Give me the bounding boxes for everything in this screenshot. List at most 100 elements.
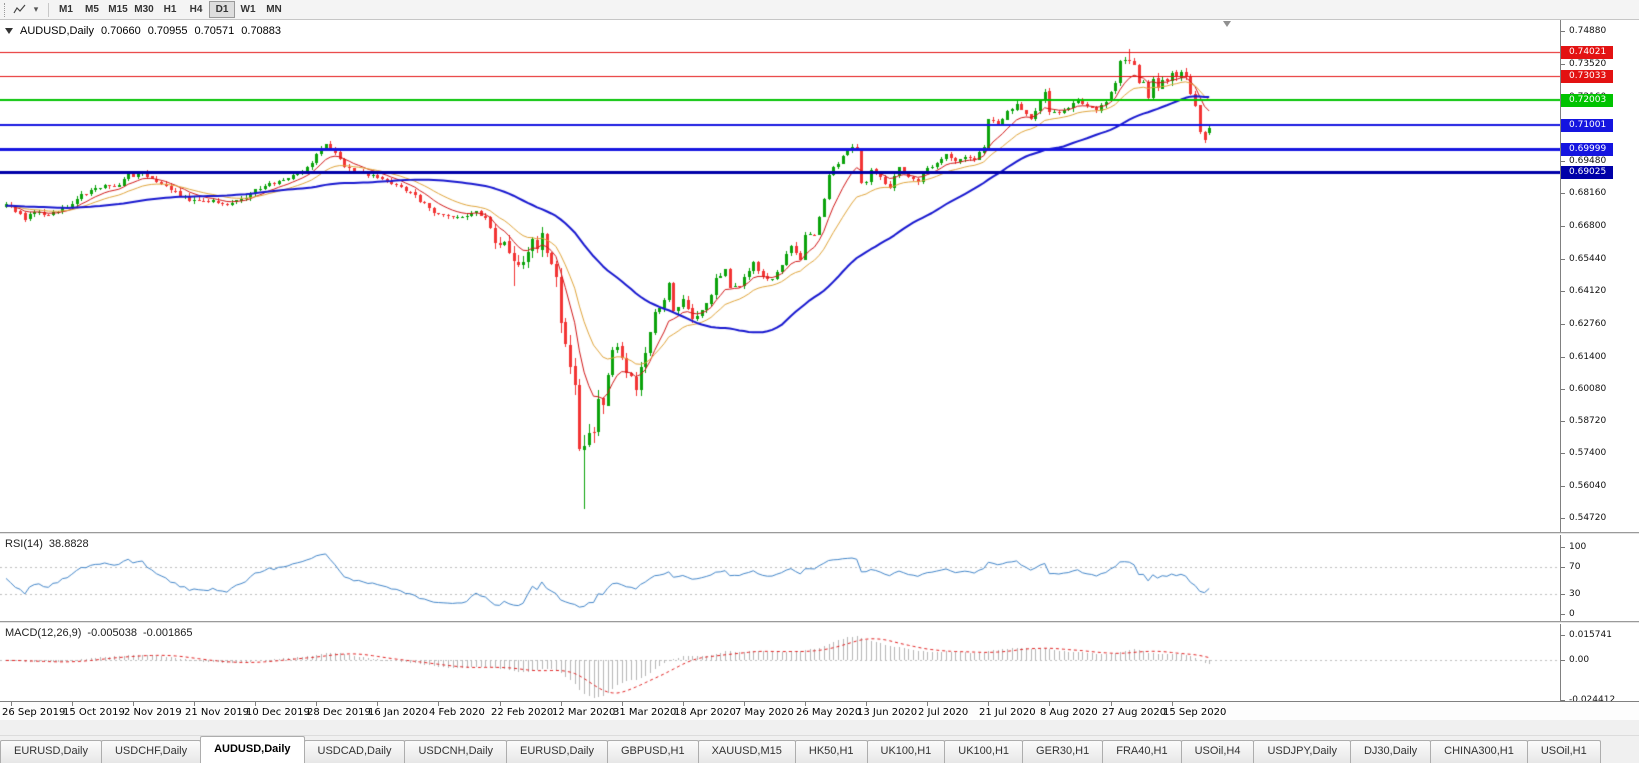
chart-marker-icon: [5, 28, 13, 34]
time-axis-tick: [133, 702, 134, 706]
axis-tick: 0.58720: [1561, 416, 1639, 426]
chart-ohlc-readout: AUDUSD,Daily 0.70660 0.70955 0.70571 0.7…: [5, 25, 288, 37]
time-axis-tick: [194, 702, 195, 706]
macd-axis[interactable]: 0.015741 0.00 -0.024412: [1560, 624, 1639, 701]
toolbar-separator: [48, 2, 49, 17]
price-panel: AUDUSD,Daily 0.70660 0.70955 0.70571 0.7…: [0, 20, 1639, 532]
chart-tab-fra40-h1[interactable]: FRA40,H1: [1102, 740, 1182, 763]
axis-tick: 0.62760: [1561, 319, 1639, 329]
price-plot: AUDUSD,Daily 0.70660 0.70955 0.70571 0.7…: [0, 20, 1560, 532]
ohlc-open: 0.70660: [100, 25, 141, 37]
hline-price-label: 0.73033: [1561, 70, 1613, 83]
chart-tools-icon[interactable]: [12, 2, 28, 18]
timeframe-button-mn[interactable]: MN: [266, 4, 282, 15]
date-label: 8 Aug 2020: [1040, 707, 1098, 718]
time-axis[interactable]: 26 Sep 2019 15 Oct 2019 2 Nov 2019 21 Nov 2…: [0, 701, 1639, 720]
price-axis[interactable]: 0.748800.735200.721600.708000.694800.681…: [1560, 20, 1639, 532]
axis-tick: 0.61400: [1561, 352, 1639, 362]
chart-tab-eurusd-daily[interactable]: EURUSD,Daily: [506, 740, 608, 763]
rsi-panel: RSI(14) 38.8828 100 70 30 0: [0, 535, 1639, 621]
date-label: 15 Sep 2020: [1163, 707, 1227, 718]
rsi-label: RSI(14) 38.8828: [5, 538, 89, 550]
panel-splitter[interactable]: [0, 532, 1639, 535]
chart-tab-eurusd-daily[interactable]: EURUSD,Daily: [0, 740, 102, 763]
date-label: 2 Jul 2020: [918, 707, 969, 718]
chart-tab-xauusd-m15[interactable]: XAUUSD,M15: [697, 740, 796, 763]
rsi-axis[interactable]: 100 70 30 0: [1560, 535, 1639, 621]
status-strip: [0, 720, 1639, 735]
date-label: 31 Mar 2020: [613, 707, 677, 718]
timeframe-button-h1[interactable]: H1: [163, 4, 177, 15]
time-axis-tick: [11, 702, 12, 706]
timeframe-button-m30[interactable]: M30: [134, 4, 154, 15]
chart-tab-bar: EURUSD,Daily USDCHF,Daily AUDUSD,Daily USDC…: [0, 735, 1639, 763]
date-label: 12 Mar 2020: [552, 707, 616, 718]
date-label: 26 Sep 2019: [2, 707, 66, 718]
date-label: 2 Nov 2019: [124, 707, 182, 718]
date-label: 13 Jun 2020: [857, 707, 918, 718]
chart-tab-china300-h1[interactable]: CHINA300,H1: [1430, 740, 1528, 763]
axis-tick: 0.74880: [1561, 26, 1639, 36]
date-label: 28 Dec 2019: [307, 707, 371, 718]
chart-tab-hk50-h1[interactable]: HK50,H1: [794, 740, 868, 763]
rsi-canvas[interactable]: [0, 535, 1560, 621]
time-axis-tick: [255, 702, 256, 706]
date-label: 10 Dec 2019: [246, 707, 310, 718]
time-axis-tick: [1111, 702, 1112, 706]
date-label: 27 Aug 2020: [1102, 707, 1167, 718]
hline-price-label: 0.74021: [1561, 46, 1613, 59]
date-label: 15 Oct 2019: [63, 707, 125, 718]
time-axis-tick: [988, 702, 989, 706]
hline-price-label: 0.69025: [1561, 166, 1613, 179]
date-label: 22 Feb 2020: [491, 707, 554, 718]
axis-tick: 70: [1561, 562, 1639, 572]
time-axis-tick: [377, 702, 378, 706]
chart-tab-usdjpy-daily[interactable]: USDJPY,Daily: [1253, 740, 1351, 763]
axis-tick: 100: [1561, 542, 1639, 552]
timeframe-button-m1[interactable]: M1: [59, 4, 73, 15]
axis-tick: 0.54720: [1561, 513, 1639, 523]
rsi-plot: RSI(14) 38.8828: [0, 535, 1560, 621]
chart-tab-uk100-h1[interactable]: UK100,H1: [944, 740, 1024, 763]
timeframe-button-h4[interactable]: H4: [189, 4, 203, 15]
chart-tab-usoil-h4[interactable]: USOil,H4: [1180, 740, 1255, 763]
chart-tab-gbpusd-h1[interactable]: GBPUSD,H1: [607, 740, 699, 763]
chart-tab-dj30-daily[interactable]: DJ30,Daily: [1349, 740, 1432, 763]
axis-tick: 30: [1561, 589, 1639, 599]
axis-tick: -0.024412: [1561, 695, 1639, 701]
panel-splitter[interactable]: [0, 621, 1639, 624]
timeframe-button-w1[interactable]: W1: [240, 4, 256, 15]
time-axis-tick: [316, 702, 317, 706]
axis-tick: 0.60080: [1561, 384, 1639, 394]
timeframe-button-m5[interactable]: M5: [85, 4, 99, 15]
timeframe-button-d1[interactable]: D1: [209, 1, 235, 18]
chart-tab-audusd-daily[interactable]: AUDUSD,Daily: [200, 736, 305, 763]
date-label: 16 Jan 2020: [368, 707, 428, 718]
timeframe-buttons: M1 M5 M15 M30 H1 H4 D1 W1 MN: [53, 1, 287, 18]
time-axis-tick: [927, 702, 928, 706]
chart-shift-marker-icon[interactable]: [1223, 21, 1231, 27]
price-chart-canvas[interactable]: [0, 20, 1560, 532]
timeframe-button-m15[interactable]: M15: [108, 4, 128, 15]
chart-tab-usdcad-daily[interactable]: USDCAD,Daily: [303, 740, 406, 763]
chart-tab-usdchf-daily[interactable]: USDCHF,Daily: [100, 740, 202, 763]
macd-panel: MACD(12,26,9) -0.005038 -0.001865 0.015741…: [0, 624, 1639, 701]
date-label: 7 May 2020: [735, 707, 794, 718]
chart-tab-uk100-h1[interactable]: UK100,H1: [866, 740, 946, 763]
time-axis-tick: [622, 702, 623, 706]
chart-tab-usoil-h1[interactable]: USOil,H1: [1526, 740, 1601, 763]
macd-plot: MACD(12,26,9) -0.005038 -0.001865: [0, 624, 1560, 701]
chart-tab-usdcnh-daily[interactable]: USDCNH,Daily: [404, 740, 508, 763]
ohlc-high: 0.70955: [147, 25, 188, 37]
timeframes-toolbar: ▾ M1 M5 M15 M30 H1 H4 D1 W1 MN: [0, 0, 1639, 20]
time-axis-tick: [500, 702, 501, 706]
chart-tab-ger30-h1[interactable]: GER30,H1: [1022, 740, 1104, 763]
axis-tick: 0.69480: [1561, 156, 1639, 166]
toolbar-grip[interactable]: [4, 2, 8, 17]
axis-tick: 0.00: [1561, 655, 1639, 665]
hline-price-label: 0.72003: [1561, 94, 1613, 107]
chart-symbol-period: AUDUSD,Daily: [20, 25, 94, 37]
macd-canvas[interactable]: [0, 624, 1560, 701]
dropdown-caret-icon[interactable]: ▾: [33, 4, 39, 14]
time-axis-tick: [561, 702, 562, 706]
